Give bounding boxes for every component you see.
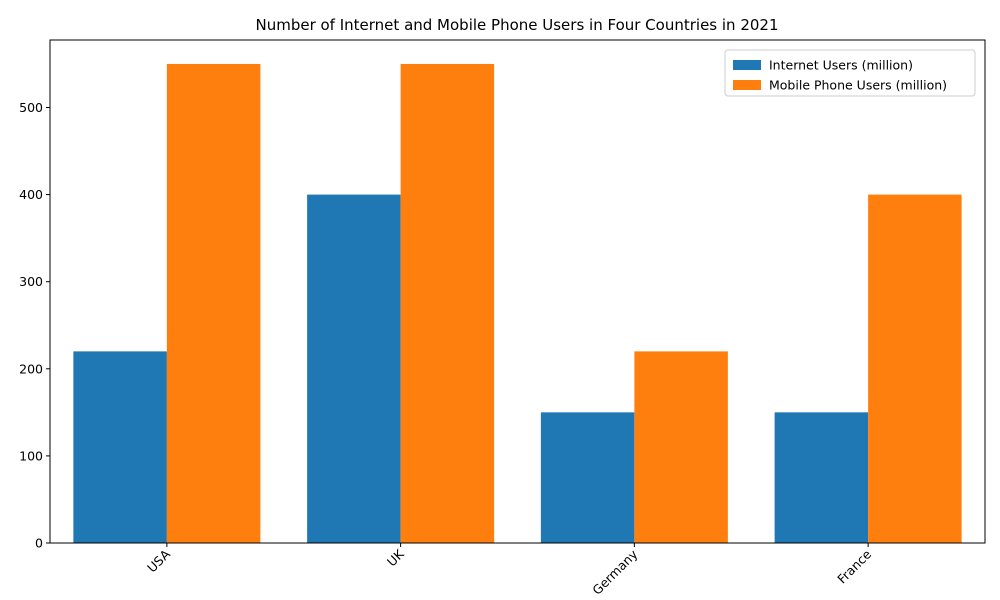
bars-group: [73, 63, 962, 543]
y-tick-label: 0: [35, 536, 43, 551]
y-tick-label: 400: [19, 187, 43, 202]
legend-swatch-series-1: [733, 60, 761, 70]
bar-france-series-1: [774, 412, 869, 543]
bar-france-series-2: [868, 194, 962, 543]
bar-usa-series-2: [166, 63, 261, 543]
legend-box: [724, 49, 976, 97]
y-tick-label: 200: [19, 361, 43, 376]
chart-title: Number of Internet and Mobile Phone User…: [255, 16, 778, 34]
legend-label-series-1: Internet Users (million): [769, 58, 913, 73]
y-tick-label: 300: [19, 274, 43, 289]
legend: Internet Users (million) Mobile Phone Use…: [724, 49, 976, 97]
bar-germany-series-1: [540, 412, 635, 543]
bar-uk-series-1: [307, 194, 401, 543]
y-tick-label: 100: [19, 448, 43, 463]
x-tick-label-germany: Germany: [589, 546, 641, 598]
bar-usa-series-1: [73, 351, 167, 543]
bar-germany-series-2: [634, 351, 728, 543]
plot-frame: [49, 39, 986, 544]
legend-label-series-2: Mobile Phone Users (million): [769, 78, 947, 93]
x-tick-label-france: France: [834, 546, 874, 586]
x-tick-label-usa: USA: [144, 546, 173, 575]
y-tick-label: 500: [19, 100, 43, 115]
legend-swatch-series-2: [733, 80, 761, 90]
x-tick-label-uk: UK: [384, 546, 407, 569]
bar-uk-series-2: [400, 63, 495, 543]
